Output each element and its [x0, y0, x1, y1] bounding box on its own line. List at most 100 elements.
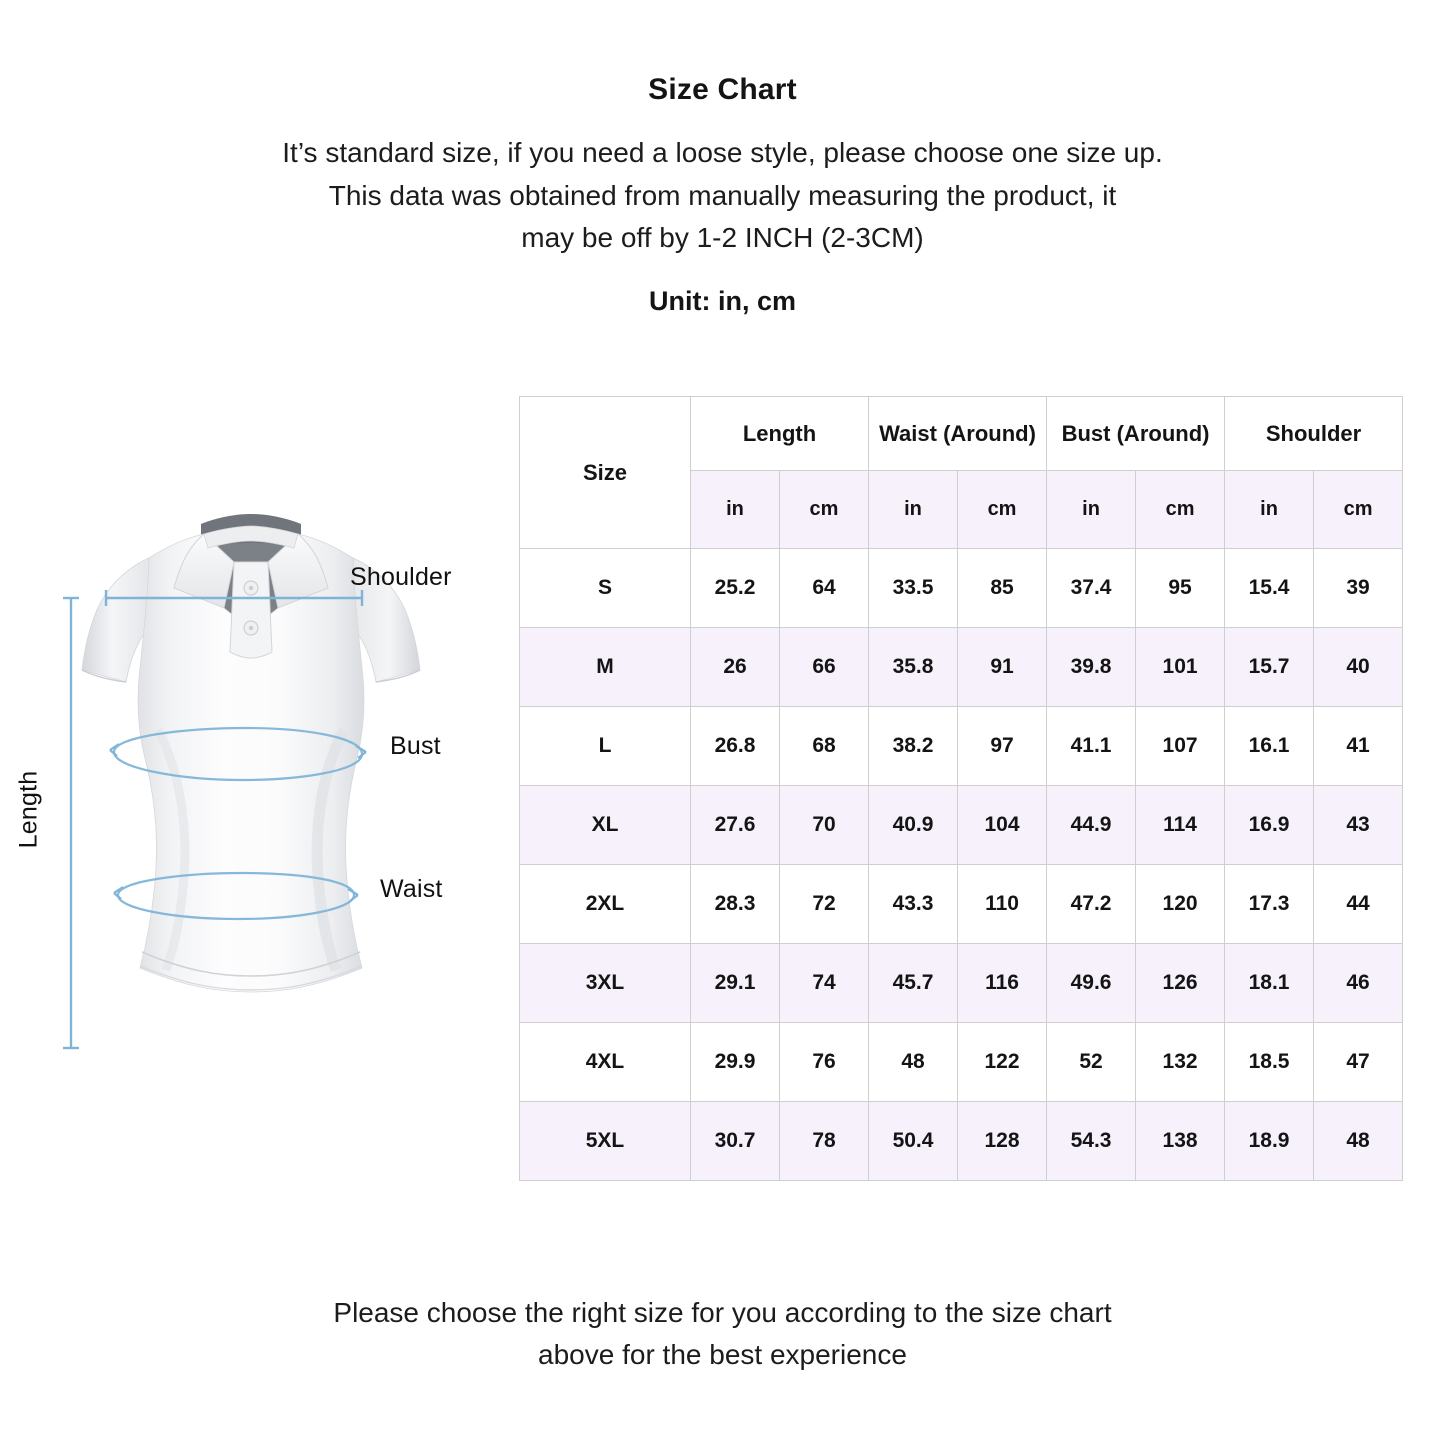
- cell-size: 2XL: [519, 864, 691, 944]
- cell-bust-cm: 114: [1135, 785, 1226, 865]
- table-row: 2XL 28.3 72 43.3 110 47.2 120 17.3 44: [519, 864, 1404, 944]
- cell-shoulder-in: 15.7: [1224, 627, 1315, 707]
- cell-length-cm: 70: [778, 785, 870, 865]
- collar-stand: [203, 525, 299, 549]
- hem-stitch-lower: [139, 965, 363, 991]
- intro-line-3: may be off by 1-2 INCH (2-3CM): [521, 222, 924, 254]
- left-sleeve-hem: [81, 669, 127, 683]
- header-unit-length-cm: cm: [778, 470, 870, 549]
- table-row: 4XL 29.9 76 48 122 52 132 18.5 47: [519, 1022, 1404, 1102]
- waist-label: Waist: [380, 875, 443, 903]
- cell-waist-in: 38.2: [868, 706, 959, 786]
- cell-bust-cm: 107: [1135, 706, 1226, 786]
- cell-length-in: 27.6: [690, 785, 780, 865]
- cell-length-in: 26: [690, 627, 780, 707]
- cell-length-cm: 72: [778, 864, 870, 944]
- intro-line-2: This data was obtained from manually mea…: [328, 179, 1117, 211]
- table-head: Size Length Waist (Around) Bust (Around)…: [519, 396, 1404, 549]
- bust-label: Bust: [390, 732, 441, 760]
- header-unit-shoulder-in: in: [1224, 470, 1315, 549]
- cell-length-cm: 76: [778, 1022, 870, 1102]
- button-bottom-hole: [248, 625, 254, 631]
- cell-size: L: [519, 706, 691, 786]
- cell-shoulder-cm: 46: [1313, 943, 1404, 1023]
- cell-bust-in: 54.3: [1046, 1101, 1137, 1181]
- page-title: Size Chart: [648, 73, 797, 106]
- cell-waist-in: 43.3: [868, 864, 959, 944]
- cell-bust-cm: 138: [1135, 1101, 1226, 1181]
- body-shadow-right: [311, 727, 349, 972]
- shoulder-measure-line: [104, 590, 364, 606]
- header-unit-waist-cm: cm: [957, 470, 1048, 549]
- header-group-length: Length: [689, 396, 870, 471]
- cell-waist-in: 45.7: [868, 943, 959, 1023]
- cell-bust-in: 52: [1046, 1022, 1137, 1102]
- cell-length-cm: 64: [778, 548, 870, 628]
- header-unit-bust-in: in: [1046, 470, 1137, 549]
- cell-waist-cm: 85: [957, 548, 1048, 628]
- intro-paragraph: It’s standard size, if you need a loose …: [0, 132, 1445, 260]
- cell-length-in: 29.9: [690, 1022, 780, 1102]
- cell-bust-in: 39.8: [1046, 627, 1137, 707]
- cell-size: 4XL: [519, 1022, 691, 1102]
- cell-bust-cm: 132: [1135, 1022, 1226, 1102]
- header-group-bust: Bust (Around): [1046, 396, 1226, 471]
- cell-waist-in: 33.5: [868, 548, 959, 628]
- polo-shirt-diagram: [63, 514, 421, 1050]
- cell-shoulder-in: 16.9: [1224, 785, 1315, 865]
- footer-line-2: above for the best experience: [538, 1339, 907, 1370]
- length-label: Length: [14, 770, 43, 849]
- cell-length-in: 25.2: [690, 548, 780, 628]
- header-unit-bust-cm: cm: [1135, 470, 1226, 549]
- collar-left: [173, 533, 235, 609]
- header-unit-length-in: in: [690, 470, 780, 549]
- cell-length-in: 29.1: [690, 943, 780, 1023]
- cell-size: 5XL: [519, 1101, 691, 1181]
- button-top-hole: [248, 585, 254, 591]
- cell-shoulder-cm: 41: [1313, 706, 1404, 786]
- cell-bust-cm: 95: [1135, 548, 1226, 628]
- shoulder-label: Shoulder: [350, 563, 452, 591]
- cell-waist-cm: 91: [957, 627, 1048, 707]
- cell-bust-cm: 126: [1135, 943, 1226, 1023]
- cell-bust-in: 44.9: [1046, 785, 1137, 865]
- unit-note: Unit: in, cm: [649, 285, 796, 316]
- header-unit-waist-in: in: [868, 470, 959, 549]
- table-header-row-groups: Size Length Waist (Around) Bust (Around)…: [519, 396, 1404, 549]
- cell-length-in: 30.7: [690, 1101, 780, 1181]
- size-table-container: Size Length Waist (Around) Bust (Around)…: [519, 396, 1404, 1181]
- header-group-shoulder: Shoulder: [1224, 396, 1404, 471]
- cell-size: XL: [519, 785, 691, 865]
- cell-waist-in: 35.8: [868, 627, 959, 707]
- intro-line-1: It’s standard size, if you need a loose …: [282, 137, 1163, 168]
- cell-shoulder-in: 18.9: [1224, 1101, 1315, 1181]
- header-unit-shoulder-cm: cm: [1313, 470, 1404, 549]
- length-measure-line: [63, 596, 79, 1050]
- cell-waist-cm: 122: [957, 1022, 1048, 1102]
- footer-note: Please choose the right size for you acc…: [0, 1292, 1445, 1376]
- waist-measure-ellipse: [113, 871, 359, 921]
- bust-measure-ellipse: [109, 726, 367, 782]
- table-row: XL 27.6 70 40.9 104 44.9 114 16.9 43: [519, 785, 1404, 865]
- table-body: S 25.2 64 33.5 85 37.4 95 15.4 39 M 26 66 35.8 91 39.8…: [519, 548, 1404, 1181]
- cell-waist-cm: 104: [957, 785, 1048, 865]
- cell-shoulder-cm: 48: [1313, 1101, 1404, 1181]
- cell-length-cm: 66: [778, 627, 870, 707]
- cell-shoulder-cm: 39: [1313, 548, 1404, 628]
- header-block: Size Chart It’s standard size, if you ne…: [0, 72, 1445, 317]
- cell-shoulder-cm: 43: [1313, 785, 1404, 865]
- table-row: 3XL 29.1 74 45.7 116 49.6 126 18.1 46: [519, 943, 1404, 1023]
- cell-length-cm: 68: [778, 706, 870, 786]
- header-size: Size: [519, 396, 691, 549]
- cell-shoulder-in: 18.5: [1224, 1022, 1315, 1102]
- right-sleeve: [351, 557, 421, 683]
- button-placket: [229, 561, 273, 659]
- cell-shoulder-in: 18.1: [1224, 943, 1315, 1023]
- table-row: L 26.8 68 38.2 97 41.1 107 16.1 41: [519, 706, 1404, 786]
- garment-illustration: Shoulder Bust Waist Length: [14, 500, 508, 1100]
- footer-line-1: Please choose the right size for you acc…: [333, 1297, 1112, 1328]
- cell-shoulder-cm: 40: [1313, 627, 1404, 707]
- body-shadow-left: [154, 727, 190, 972]
- cell-bust-in: 47.2: [1046, 864, 1137, 944]
- cell-size: 3XL: [519, 943, 691, 1023]
